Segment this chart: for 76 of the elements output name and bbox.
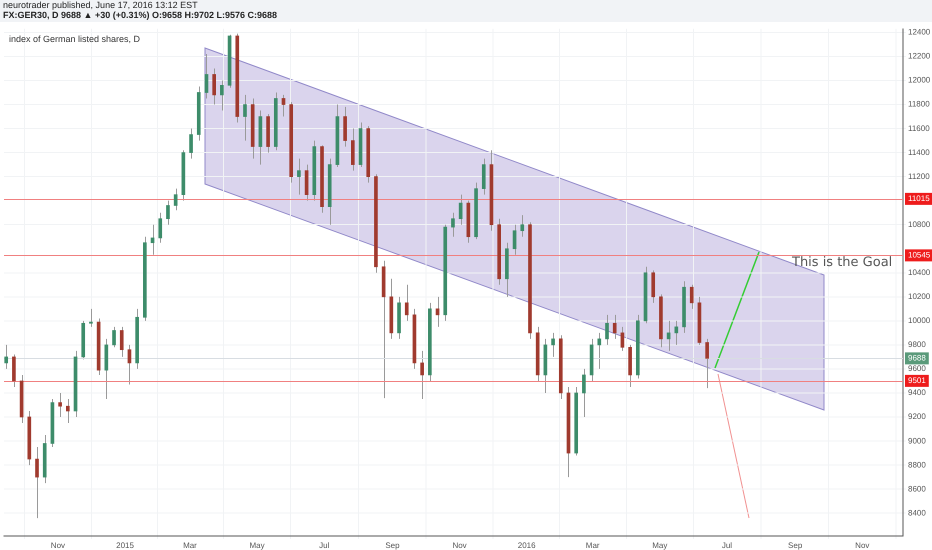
candlestick [612,314,617,340]
candlestick [282,94,286,118]
candlestick [158,212,162,244]
candlestick [620,326,624,352]
x-tick-label: Jul [722,541,732,550]
candlestick [35,446,39,519]
y-tick-label: 9200 [908,412,926,422]
candlestick [66,398,70,424]
text: neurotrader published, June 17, 2016 13:12 EST [2,0,199,10]
candlestick [705,338,709,389]
ref-line-label: 11015 [908,194,930,204]
candlestick [174,188,178,211]
x-tick-label: Sep [788,541,803,550]
candlestick [112,326,116,348]
candlestick [605,314,609,346]
x-tick-label: Nov [855,541,870,550]
x-tick-label: Jul [319,541,330,550]
candlestick [89,308,93,328]
candlestick [512,224,516,256]
text: index of German listed shares, D [9,34,141,44]
y-tick-label: 12200 [908,52,931,61]
ref-line-label: 9501 [908,376,926,386]
x-tick-label: Nov [452,541,467,550]
candlestick [436,296,440,328]
y-tick-label: 9800 [908,340,926,350]
candlestick [189,128,193,160]
y-tick-label: 8600 [908,484,926,494]
candlestick [597,332,602,370]
annotation: This is the Goal [791,255,892,270]
y-tick-label: 10400 [908,268,931,277]
chart-subtitle: FX:GER30, D 9688 ▲ +30 (+0.31%) O:9658 H:9702 L:9576 C:9688 [2,10,278,20]
candlestick [58,392,62,418]
candlestick [166,200,170,226]
y-tick-label: 10800 [908,220,931,229]
ref-line-label: 9688 [908,354,926,363]
candlestick [582,368,586,418]
y-tick-label: 11200 [908,172,930,181]
candlestick [451,212,455,238]
candlestick [690,284,694,310]
candlestick [520,214,524,238]
candlestick [420,350,424,400]
candlestick [404,284,409,322]
x-tick-label: 2016 [518,541,536,550]
candlestick [220,80,224,112]
candlestick [551,332,555,358]
x-tick-label: May [652,541,668,550]
candlestick [128,344,132,386]
candlestick [120,326,124,358]
y-tick-label: 9400 [908,388,926,398]
candlestick [150,224,154,256]
candlestick [212,68,216,106]
x-tick-label: May [250,541,265,550]
candlestick [458,194,462,226]
candlestick [666,320,670,352]
y-tick-label: 11600 [908,124,930,133]
y-tick-label: 11400 [908,148,930,157]
y-tick-label: 9600 [908,364,926,374]
x-tick-label: Sep [385,541,400,550]
y-tick-label: 12000 [908,76,931,85]
ref-line-label: 10545 [908,250,931,260]
candlestick [4,344,8,370]
x-tick-label: Mar [586,541,600,550]
x-tick-label: 2015 [116,541,134,550]
y-tick-label: 10200 [908,292,931,302]
candlestick [297,158,301,196]
candlestick [674,320,678,346]
y-tick-label: 8400 [908,508,926,518]
y-tick-label: 9000 [908,436,926,446]
y-tick-label: 8800 [908,460,926,470]
y-tick-label: 12400 [908,28,931,37]
candlestick [243,94,247,142]
y-tick-label: 11800 [908,100,930,109]
candlestick [204,54,208,100]
y-tick-label: 10000 [908,316,931,326]
x-tick-label: Nov [50,541,66,550]
x-tick-label: Mar [183,541,198,550]
